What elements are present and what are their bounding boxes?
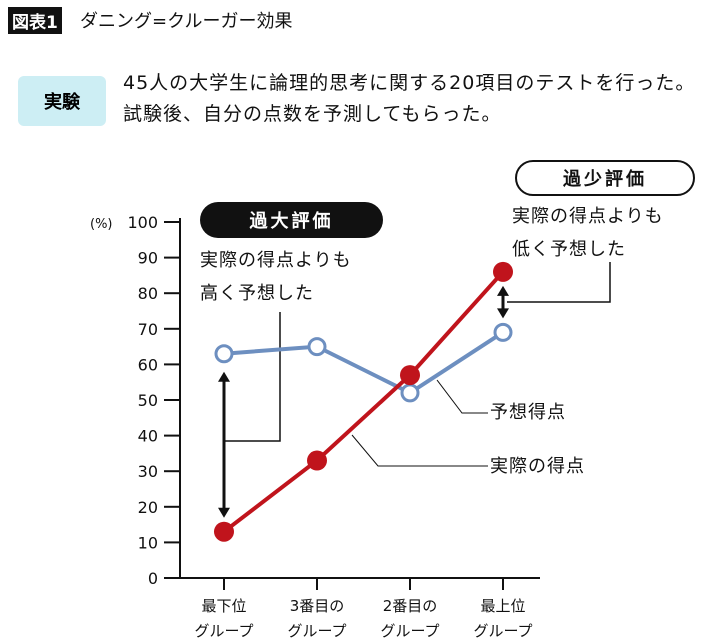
y-tick-label: 0 xyxy=(148,569,158,588)
overestimate-arrow-head xyxy=(218,507,230,518)
underestimate-leader xyxy=(507,262,611,303)
y-tick-label: 30 xyxy=(138,462,158,481)
overestimate-note: 実際の得点よりも 高く予想した xyxy=(200,244,352,310)
x-tick-label: グループ xyxy=(380,622,439,640)
series-line xyxy=(223,330,505,396)
predicted-point xyxy=(400,383,420,403)
y-tick-label: 20 xyxy=(138,498,158,517)
y-axis-unit: (%) xyxy=(90,217,113,232)
x-tick-label: 最上位 xyxy=(480,597,525,615)
overestimate-line1: 実際の得点よりも xyxy=(200,250,352,271)
y-tick-label: 100 xyxy=(127,213,158,232)
underestimate-arrow-head xyxy=(497,308,509,319)
actual-point xyxy=(214,521,234,542)
x-tick-label: グループ xyxy=(473,622,532,640)
x-tick-label: 最下位 xyxy=(201,597,246,615)
series-line xyxy=(222,270,505,534)
x-tick-label: 2番目の xyxy=(383,597,438,615)
y-tick-label: 90 xyxy=(138,249,158,268)
predicted-point xyxy=(214,344,234,364)
experiment-badge: 実験 xyxy=(18,76,106,126)
y-tick-label: 80 xyxy=(138,284,158,303)
predicted-point xyxy=(307,337,327,357)
experiment-text: 45人の大学生に論理的思考に関する20項目のテストを行った。試験後、自分の点数を… xyxy=(123,72,696,125)
underestimate-label: 過少評価 xyxy=(515,160,695,196)
overestimate-line2: 高く予想した xyxy=(200,283,314,304)
underestimate-note: 実際の得点よりも 低く予想した xyxy=(512,200,664,266)
y-tick-label: 70 xyxy=(138,320,158,339)
actual-point xyxy=(307,450,327,471)
actual-point xyxy=(493,261,513,282)
underestimate-line1: 実際の得点よりも xyxy=(512,206,664,227)
overestimate-label: 過大評価 xyxy=(200,202,383,238)
overestimate-arrow-head xyxy=(218,371,230,382)
underestimate-line2: 低く予想した xyxy=(512,239,626,260)
x-tick-label: 3番目の xyxy=(290,597,345,615)
x-tick-label: グループ xyxy=(287,622,346,640)
actual-point xyxy=(400,365,420,386)
underestimate-arrow-head xyxy=(497,285,509,296)
figure-tag: 図表1 xyxy=(8,7,62,34)
actual-leader xyxy=(351,434,488,467)
overestimate-leader xyxy=(224,312,281,442)
x-tick-label: グループ xyxy=(194,622,253,640)
y-tick-label: 60 xyxy=(138,355,158,374)
legend-actual: 実際の得点 xyxy=(490,456,585,477)
y-tick-label: 40 xyxy=(138,427,158,446)
predicted-point xyxy=(493,322,513,342)
legend-predicted: 予想得点 xyxy=(490,402,566,423)
predicted-leader xyxy=(436,379,488,414)
y-tick-label: 50 xyxy=(138,391,158,410)
figure-title: ダニング=クルーガー効果 xyxy=(80,11,293,32)
y-tick-label: 10 xyxy=(138,533,158,552)
